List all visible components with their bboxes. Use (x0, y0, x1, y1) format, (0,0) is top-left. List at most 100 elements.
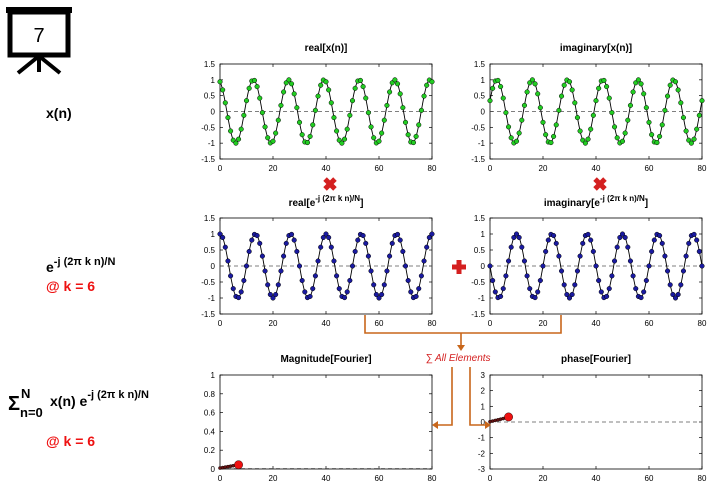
data-point (559, 268, 565, 274)
data-point (556, 253, 562, 259)
kernel-label: e-j (2π k n)/N (46, 256, 115, 275)
data-point (646, 263, 652, 269)
data-point (588, 237, 594, 243)
kernel-label-exponent: -j (2π k n)/N (54, 256, 116, 268)
data-point (559, 93, 565, 99)
data-point (294, 105, 300, 111)
data-point (680, 115, 687, 121)
data-point (225, 115, 231, 121)
data-point (365, 110, 371, 116)
y-tick-label: 1.5 (474, 60, 486, 69)
data-point (593, 98, 599, 104)
y-tick-label: -1 (478, 139, 486, 148)
data-point (659, 122, 665, 128)
data-point (588, 126, 594, 132)
data-point (352, 85, 358, 91)
data-point (633, 286, 639, 292)
data-point (365, 253, 371, 259)
y-tick-label: 0.6 (204, 409, 216, 418)
data-point (228, 128, 234, 134)
chart-title-exponent: -j (2π k n)/N (315, 194, 360, 203)
x-tick-label: 0 (218, 164, 223, 173)
chart-magnitude: Magnitude[Fourier] 1 0.8 0.6 0.4 0.2 00 20 40 60 8… (204, 354, 437, 483)
data-point (619, 138, 626, 144)
data-point (381, 282, 387, 288)
data-point (315, 93, 321, 99)
data-point (318, 82, 324, 88)
data-point (243, 263, 250, 269)
y-tick-label: 0.4 (204, 427, 216, 436)
plot-frame (219, 374, 433, 470)
data-point (638, 81, 644, 87)
y-tick-label: -1 (478, 434, 486, 443)
data-point (395, 81, 401, 87)
data-point (291, 91, 297, 97)
data-point (238, 126, 244, 132)
data-point (233, 140, 239, 146)
data-point (328, 100, 334, 106)
data-point (363, 240, 369, 246)
data-point (646, 119, 652, 125)
data-point (421, 258, 427, 264)
data-point (254, 233, 260, 239)
data-point (302, 289, 308, 295)
chart-real-kernel: real[e-j (2π k n)/N]1.510.50-0.5-1-1.50 2… (201, 194, 437, 328)
chart-title: real[x(n)] (305, 43, 348, 54)
data-point (402, 119, 409, 125)
data-point (529, 77, 535, 83)
data-point (566, 295, 573, 301)
data-point (243, 98, 250, 104)
signal-label: x(n) (46, 105, 72, 121)
x-tick-label: 80 (698, 164, 707, 173)
data-point (540, 119, 546, 125)
data-point (397, 237, 403, 243)
data-point (408, 289, 414, 295)
chart-title: imaginary[x(n)] (560, 43, 632, 54)
data-point (596, 277, 602, 284)
data-point (619, 231, 626, 237)
data-point (304, 140, 311, 146)
data-point (294, 248, 300, 255)
data-point (641, 289, 647, 295)
x-tick-label: 0 (488, 474, 493, 483)
data-point (683, 128, 689, 134)
y-tick-label: -0.5 (471, 123, 485, 132)
data-point (379, 130, 385, 136)
data-point (678, 282, 684, 288)
data-point (564, 291, 570, 298)
data-point (381, 117, 387, 123)
data-point (286, 77, 292, 83)
y-tick-label: -1 (478, 294, 486, 303)
arrow-head-icon (457, 345, 465, 351)
data-point (236, 295, 242, 301)
data-point (691, 136, 697, 142)
data-point (259, 110, 265, 116)
y-tick-label: -1 (208, 294, 216, 303)
data-point (241, 112, 247, 118)
y-tick-label: -0.5 (471, 278, 485, 287)
x-tick-label: 0 (218, 474, 223, 483)
data-point (630, 89, 636, 95)
data-point (241, 277, 247, 284)
data-point (540, 263, 546, 269)
y-tick-label: -1.5 (471, 310, 485, 319)
data-point (622, 130, 628, 136)
plus-icon (452, 260, 466, 274)
data-point (349, 98, 356, 104)
data-point (296, 263, 303, 269)
data-point (675, 87, 681, 93)
x-tick-label: 40 (592, 474, 601, 483)
data-point (561, 82, 567, 88)
data-point (246, 248, 252, 255)
data-point (328, 244, 334, 250)
y-tick-label: -1.5 (201, 155, 215, 164)
y-tick-label: 0 (481, 262, 486, 271)
x-tick-label: 80 (698, 474, 707, 483)
data-point (625, 244, 631, 250)
data-point (257, 240, 263, 246)
data-point (543, 132, 549, 138)
data-point (410, 140, 417, 146)
data-point (246, 85, 252, 91)
data-point (609, 273, 615, 279)
data-point (331, 115, 337, 121)
